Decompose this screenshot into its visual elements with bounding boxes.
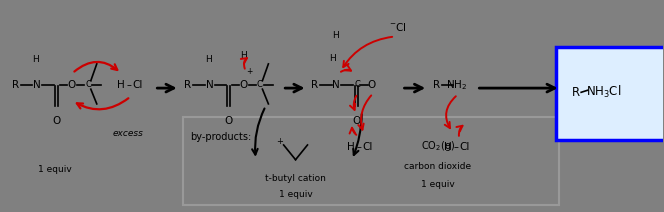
Text: O: O (353, 116, 361, 126)
FancyBboxPatch shape (556, 47, 664, 140)
Text: t-butyl cation: t-butyl cation (265, 174, 326, 183)
Text: carbon dioxide: carbon dioxide (404, 162, 471, 170)
Text: +: + (246, 67, 252, 76)
Text: 1 equiv: 1 equiv (421, 180, 455, 190)
Text: R: R (311, 80, 318, 90)
Text: 1 equiv: 1 equiv (38, 165, 72, 174)
Text: H: H (118, 80, 125, 90)
Text: R: R (184, 80, 191, 90)
Text: H: H (329, 54, 335, 63)
Text: H: H (444, 142, 452, 152)
Text: O: O (68, 80, 76, 90)
Text: R: R (572, 86, 580, 99)
Text: R: R (12, 80, 19, 90)
Text: Cl: Cl (133, 80, 143, 90)
Text: N: N (206, 80, 213, 90)
Text: +: + (276, 137, 283, 146)
Text: 1 equiv: 1 equiv (279, 190, 313, 198)
Text: H: H (240, 51, 246, 60)
Text: C: C (257, 80, 263, 89)
Text: C: C (354, 80, 360, 89)
Text: O: O (224, 116, 233, 126)
Text: NH$_2$: NH$_2$ (446, 78, 467, 92)
Text: Cl: Cl (362, 142, 373, 152)
Text: –: – (127, 80, 131, 90)
Text: excess: excess (112, 129, 143, 138)
Text: –: – (454, 142, 458, 152)
Text: Cl: Cl (459, 142, 469, 152)
Text: O: O (368, 80, 376, 90)
Text: H: H (347, 142, 355, 152)
Text: H: H (205, 55, 211, 64)
FancyBboxPatch shape (183, 117, 559, 205)
Text: C: C (85, 80, 91, 89)
Text: by-products:: by-products: (190, 131, 251, 142)
Text: O: O (239, 80, 247, 90)
Text: H: H (333, 31, 339, 40)
Text: N: N (33, 80, 41, 90)
Text: O: O (52, 116, 60, 126)
Text: N: N (332, 80, 340, 90)
Text: $^{-}$Cl: $^{-}$Cl (389, 21, 407, 33)
Text: CO$_2$(g): CO$_2$(g) (421, 139, 455, 153)
Text: NH$_3$Cl: NH$_3$Cl (586, 84, 622, 100)
Text: R: R (433, 80, 440, 90)
Text: –: – (356, 142, 361, 152)
Text: H: H (33, 55, 39, 64)
